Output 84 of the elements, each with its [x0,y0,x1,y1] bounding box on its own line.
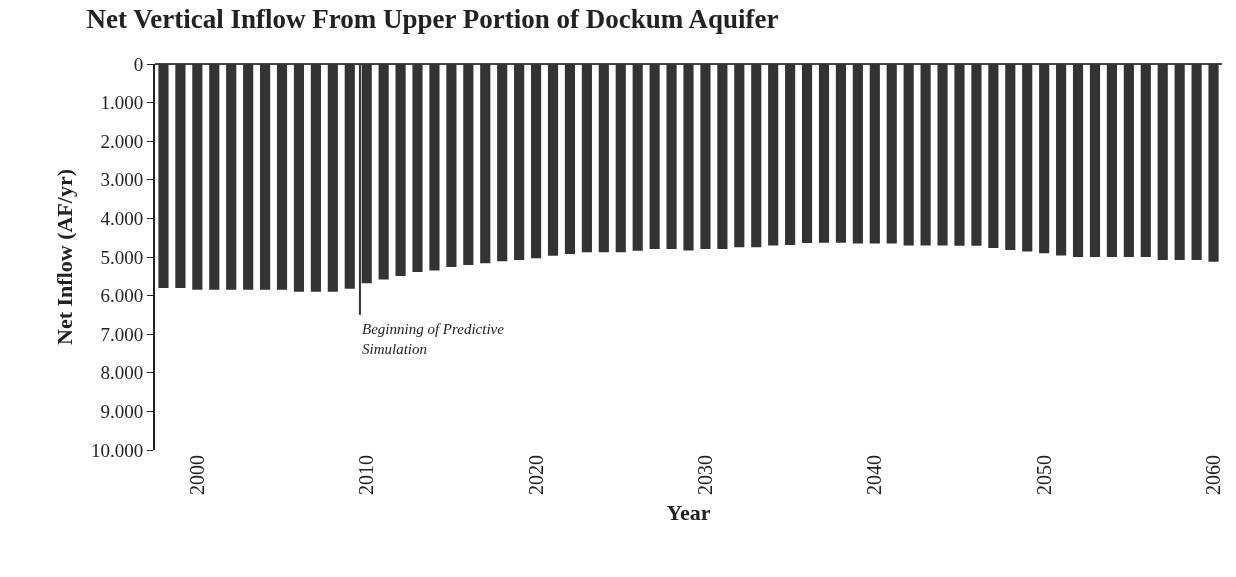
bar [395,64,406,276]
chart-title: Net Vertical Inflow From Upper Portion of Dockum Aquifer [86,3,779,34]
bar [497,64,508,262]
bar [835,64,847,243]
bar [700,64,711,249]
y-tick-label: 6.000 [100,285,144,307]
y-tick-label: 5.000 [100,246,144,268]
bar [988,64,999,249]
y-tick-label: 0 [133,53,144,75]
bar [581,64,592,253]
x-tick-label: 2040 [863,455,886,495]
bar [514,64,525,261]
bar [1056,64,1067,256]
bar [412,64,423,273]
y-tick-label: 3.000 [100,169,144,191]
x-tick-label: 2060 [1202,455,1225,495]
bar [276,64,288,290]
bar [1123,64,1134,257]
bar [226,64,237,290]
y-tick-label: 7.000 [100,323,144,345]
bar [378,64,389,280]
y-axis-title: Net Inflow (AF/yr) [52,169,78,345]
x-tick-label: 2020 [524,455,547,495]
bar [1191,64,1202,261]
x-tick-label: 2030 [693,455,716,495]
bar [615,64,626,253]
bar [869,64,880,244]
bar [818,64,830,243]
bar [801,64,813,244]
y-tick-label: 10.000 [90,439,144,461]
bar [598,64,609,253]
bar [1022,64,1033,252]
y-tick-label: 2.000 [100,130,144,152]
bar [683,64,694,251]
y-tick-label: 9.000 [100,401,144,423]
bar [310,64,321,292]
bar [327,64,338,292]
bar [564,64,576,254]
bar [158,64,169,288]
bar [852,64,863,244]
y-tick-label: 4.000 [100,208,144,230]
bar [632,64,643,251]
bar [209,64,220,290]
x-tick-label: 2050 [1032,455,1055,495]
x-axis-title: Year [666,499,711,525]
bar [1039,64,1050,254]
bar [734,64,745,248]
x-tick-label: 2010 [355,455,378,495]
bar [886,64,897,244]
bar [768,64,779,246]
bar [649,64,660,249]
y-tick-label: 1.000 [100,92,144,114]
x-tick-label: 2000 [185,455,208,495]
bar [920,64,931,246]
bar [1174,64,1185,261]
bar [192,64,203,290]
bar [260,64,271,290]
bar [1005,64,1016,251]
bar [785,64,796,246]
bar [1140,64,1151,257]
bar [1157,64,1168,261]
bar [666,64,677,249]
bar [344,64,355,289]
bar [175,64,186,288]
bar [547,64,559,256]
bar [903,64,914,246]
y-tick-label: 8.000 [100,362,144,384]
bar [1106,64,1117,257]
bar [293,64,305,292]
bar [1089,64,1101,257]
bar [446,64,457,268]
bar [937,64,948,246]
bar [717,64,728,249]
bar [243,64,254,290]
bar [463,64,474,266]
bar [429,64,440,271]
bar [751,64,762,248]
bar [1072,64,1084,257]
ref-line-label: Beginning of Predictive Simulation [362,321,505,357]
bar [954,64,965,246]
bar [480,64,491,264]
bar [530,64,542,259]
bar [971,64,982,246]
bar [1208,64,1219,262]
